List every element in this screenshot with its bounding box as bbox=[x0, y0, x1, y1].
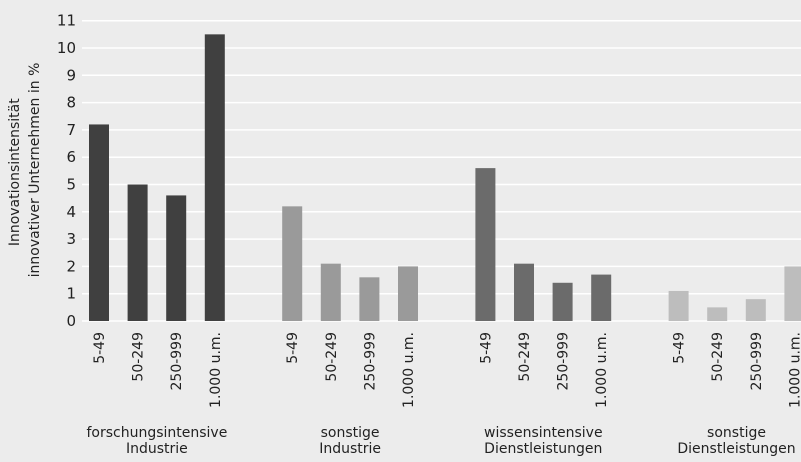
x-category-label: 50-249 bbox=[324, 332, 340, 382]
x-category-label: 1.000 u.m. bbox=[401, 332, 417, 408]
y-axis-label: Innovationsintensität innovativer Untern… bbox=[7, 63, 43, 278]
y-axis-ticks: 0 1 2 3 4 5 6 7 8 9 10 11 bbox=[57, 12, 76, 330]
x-category-label: 250-999 bbox=[749, 332, 765, 391]
x-category-label: 1.000 u.m. bbox=[208, 332, 224, 408]
x-axis-category-labels: 5-49 50-249 250-999 1.000 u.m. 5-49 50-249 250… bbox=[92, 332, 801, 408]
group-label: Industrie bbox=[126, 441, 188, 457]
y-tick-label: 6 bbox=[66, 148, 76, 166]
y-tick-label: 0 bbox=[66, 312, 76, 330]
bar bbox=[89, 124, 109, 321]
group-label: sonstige bbox=[321, 425, 380, 441]
group-label: Dienstleistungen bbox=[484, 441, 602, 457]
bar bbox=[204, 34, 225, 321]
x-category-label: 5-49 bbox=[92, 332, 108, 364]
x-category-label: 5-49 bbox=[672, 332, 688, 364]
x-category-label: 50-249 bbox=[517, 332, 533, 382]
bar bbox=[166, 195, 187, 321]
bar bbox=[359, 277, 380, 321]
x-category-label: 250-999 bbox=[169, 332, 185, 391]
y-axis-label-line-1: Innovationsintensität bbox=[7, 98, 23, 246]
bar bbox=[591, 274, 612, 321]
bar bbox=[552, 282, 573, 321]
group-label: Dienstleistungen bbox=[677, 441, 795, 457]
bar bbox=[745, 299, 766, 321]
bar bbox=[514, 263, 534, 321]
group-label: forschungsintensive bbox=[86, 425, 227, 441]
y-tick-label: 2 bbox=[66, 257, 76, 275]
y-tick-label: 3 bbox=[66, 230, 76, 248]
y-tick-label: 11 bbox=[57, 12, 76, 30]
bar bbox=[784, 266, 801, 321]
x-category-label: 250-999 bbox=[362, 332, 378, 391]
y-tick-label: 8 bbox=[66, 94, 76, 112]
y-tick-label: 9 bbox=[66, 66, 76, 84]
x-category-label: 1.000 u.m. bbox=[594, 332, 610, 408]
group-label: Industrie bbox=[319, 441, 381, 457]
grid-lines bbox=[82, 19, 801, 322]
y-tick-label: 10 bbox=[57, 39, 76, 57]
x-category-label: 250-999 bbox=[556, 332, 572, 391]
y-axis-label-line-2: innovativer Unternehmen in % bbox=[27, 63, 43, 278]
bar bbox=[320, 263, 341, 321]
y-tick-label: 5 bbox=[66, 176, 76, 194]
y-tick-label: 1 bbox=[66, 285, 76, 303]
bar bbox=[282, 206, 303, 321]
x-category-label: 1.000 u.m. bbox=[787, 332, 801, 408]
bar bbox=[668, 290, 689, 321]
x-category-label: 50-249 bbox=[131, 332, 147, 382]
y-tick-label: 4 bbox=[66, 203, 76, 221]
bars bbox=[89, 34, 801, 321]
x-category-label: 5-49 bbox=[478, 332, 494, 364]
bar bbox=[398, 266, 418, 321]
bar bbox=[707, 307, 728, 321]
bar bbox=[475, 168, 496, 321]
group-label: wissensintensive bbox=[484, 425, 603, 441]
bar bbox=[127, 184, 148, 321]
group-labels: forschungsintensiveIndustriesonstigeIndu… bbox=[86, 425, 795, 457]
x-category-label: 5-49 bbox=[285, 332, 301, 364]
y-tick-label: 7 bbox=[66, 121, 76, 139]
group-label: sonstige bbox=[707, 425, 766, 441]
x-category-label: 50-249 bbox=[710, 332, 726, 382]
